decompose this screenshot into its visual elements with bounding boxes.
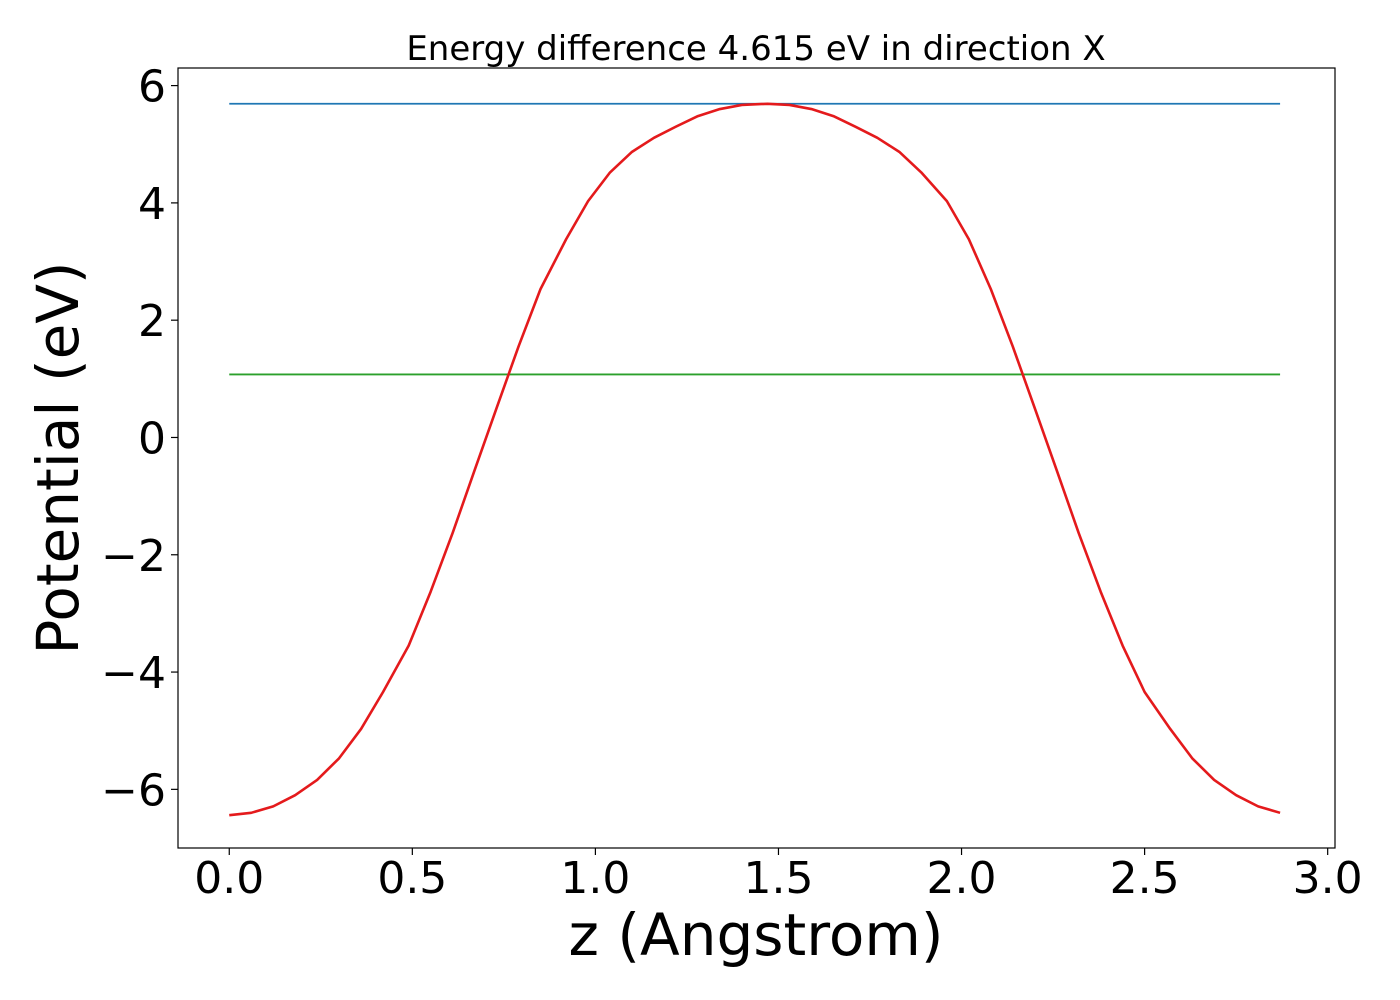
x-tick-label: 2.0 [927, 853, 997, 904]
plot-frame [177, 67, 1336, 849]
plot-area [229, 102, 1281, 817]
x-tick-label: 0.0 [194, 853, 264, 904]
y-tick-label: 2 [138, 296, 166, 347]
x-tick-label: 2.5 [1110, 853, 1180, 904]
x-tick-label: 1.0 [560, 853, 630, 904]
series-layer [229, 102, 1281, 817]
chart-title: Energy difference 4.615 eV in direction … [406, 29, 1105, 69]
y-tick-label: −6 [101, 765, 166, 816]
x-tick-label: 0.5 [377, 853, 447, 904]
y-tick-label: 0 [138, 413, 166, 464]
y-tick-label: 4 [138, 179, 166, 230]
x-tick-label: 3.0 [1293, 853, 1363, 904]
y-tick-label: −4 [101, 648, 166, 699]
x-tick-label: 1.5 [743, 853, 813, 904]
y-tick-label: −2 [101, 531, 166, 582]
y-axis: −6 −4 −2 0 2 4 6 [101, 62, 178, 816]
y-tick-label: 6 [138, 62, 166, 113]
x-axis-label: z (Angstrom) [569, 901, 944, 969]
y-axis-label: Potential (eV) [24, 261, 92, 654]
series-line-2 [229, 102, 1281, 817]
x-axis: 0.0 0.5 1.0 1.5 2.0 2.5 3.0 [194, 848, 1363, 904]
